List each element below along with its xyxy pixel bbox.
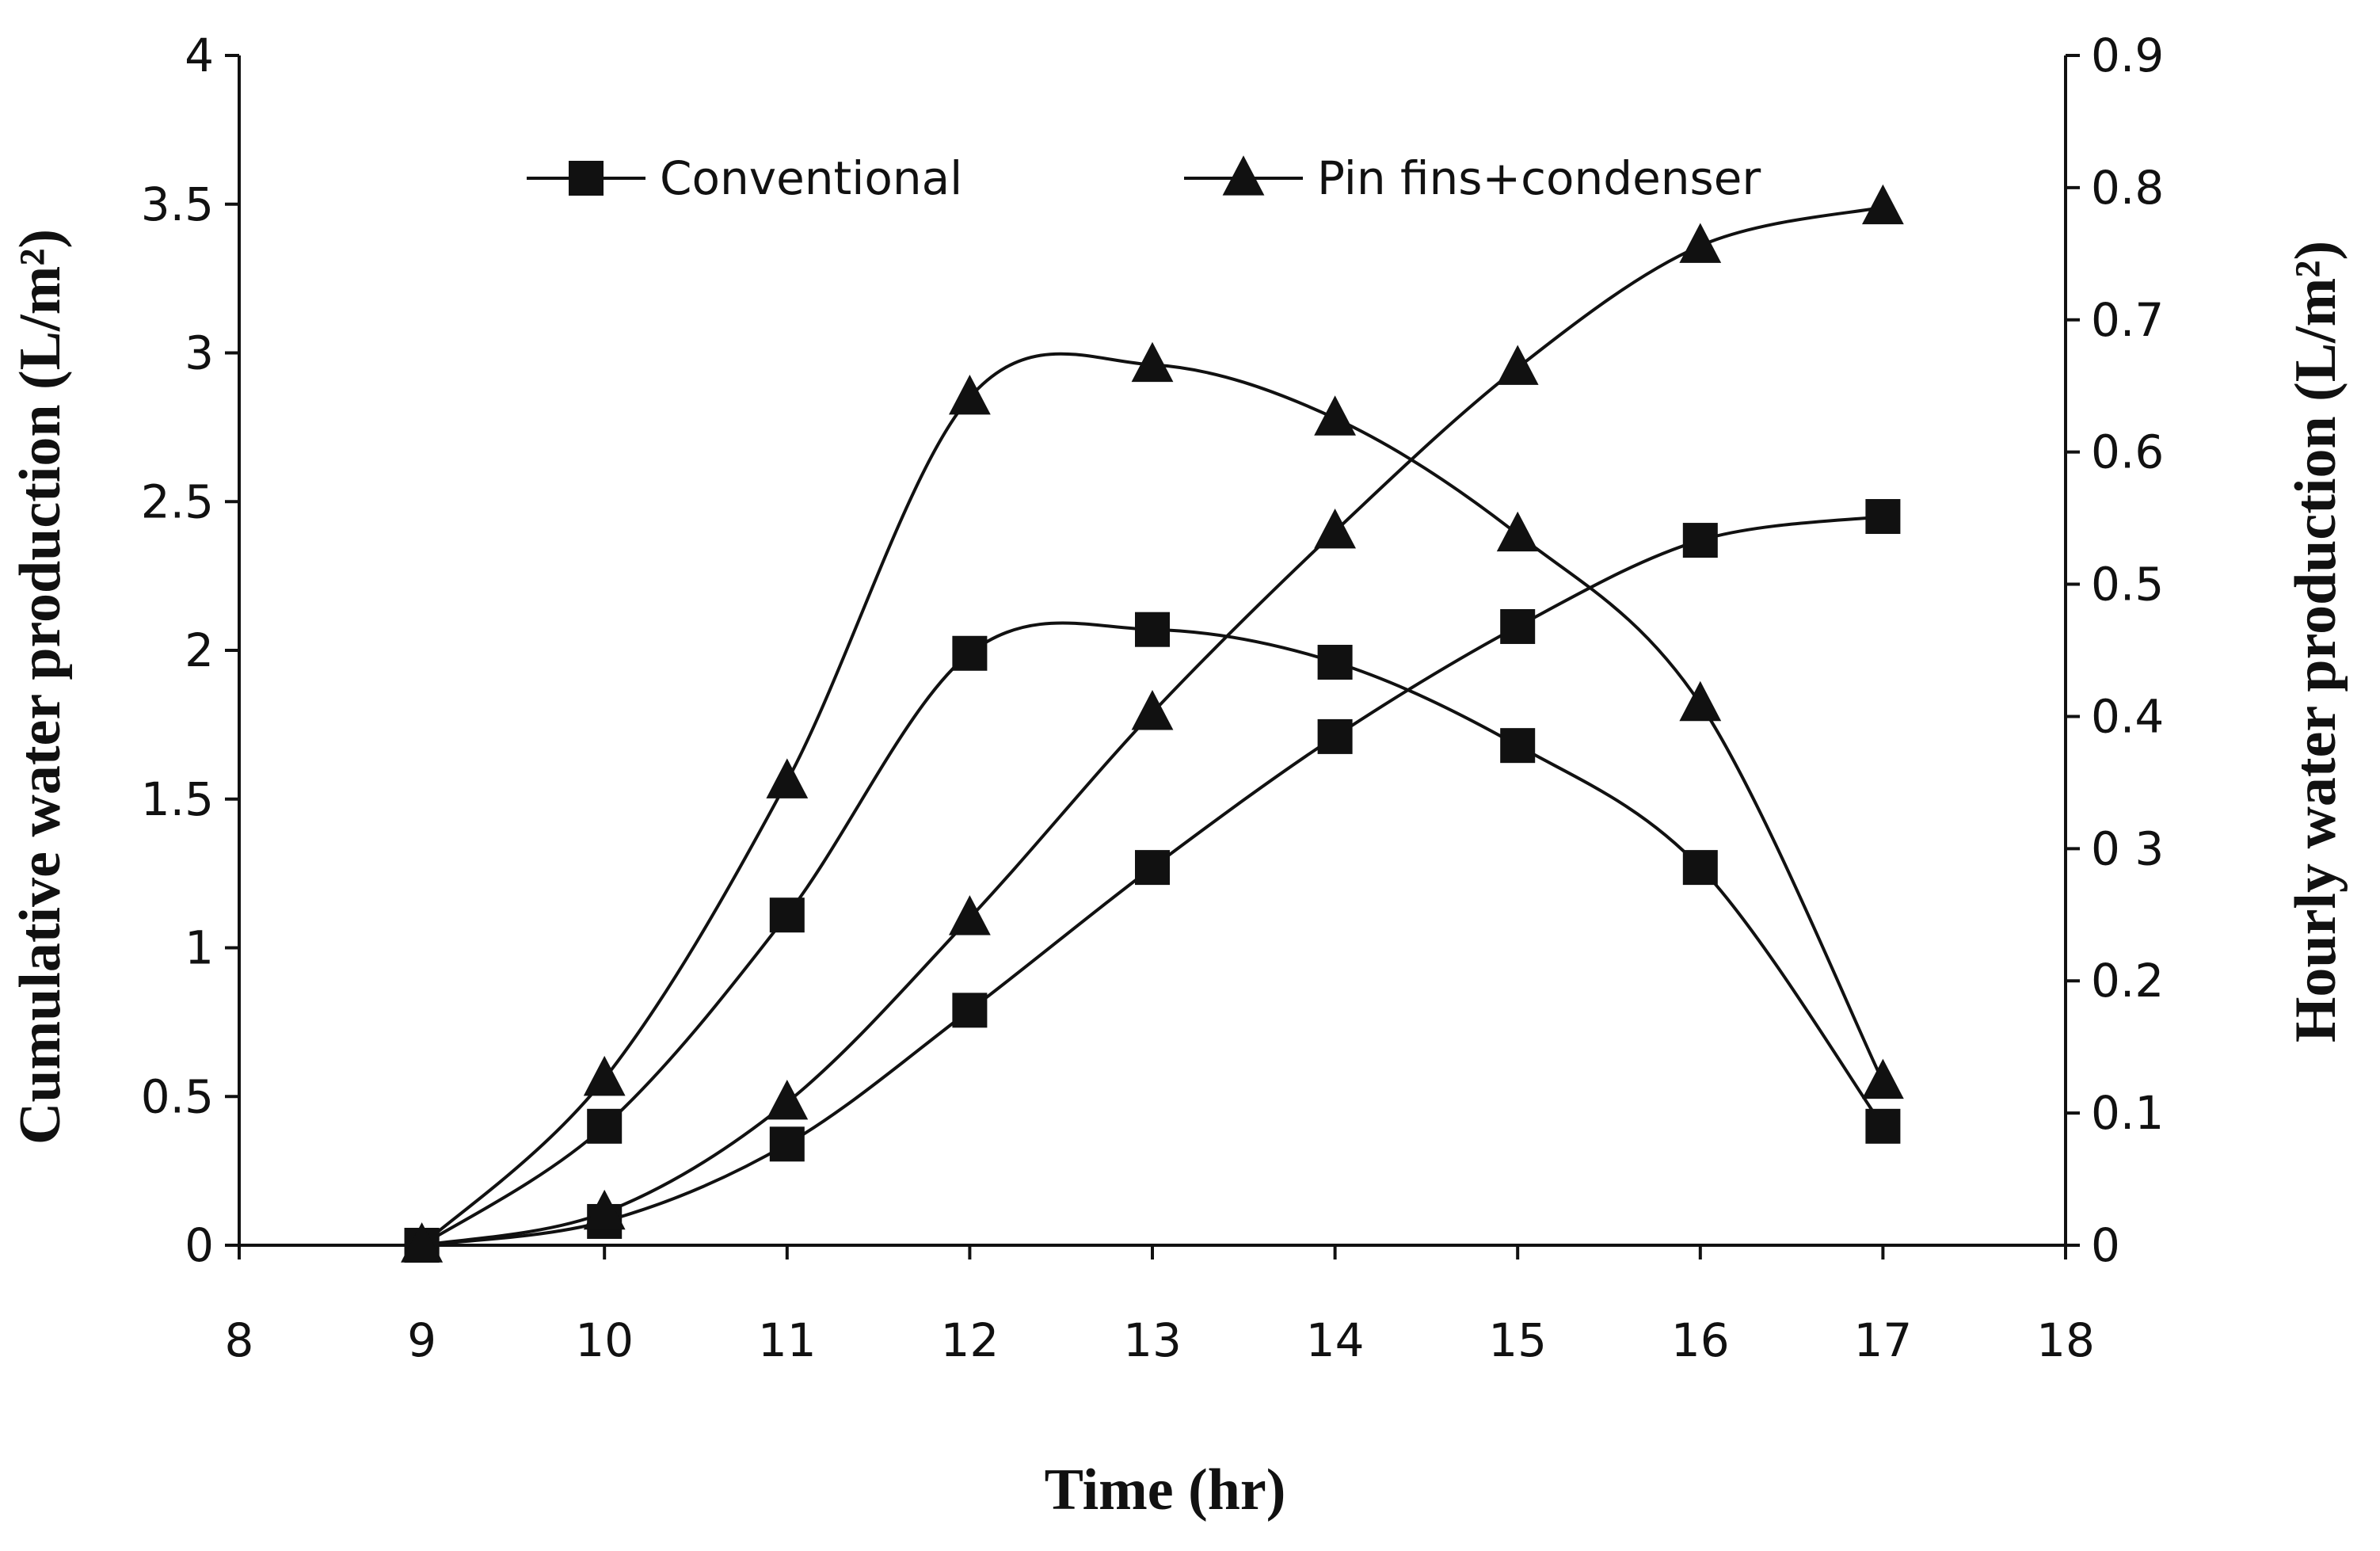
y-right-tick-label: 0 3	[2091, 821, 2164, 875]
y-axis-right-title: Hourly water production (L/m²)	[2283, 241, 2348, 1042]
conventional-cumulative-point	[1500, 608, 1536, 644]
x-tick-label: 11	[758, 1313, 817, 1367]
conventional-hourly-point	[1500, 728, 1536, 764]
x-tick-label: 15	[1488, 1313, 1547, 1367]
conventional-hourly-point	[1682, 850, 1718, 886]
pin-fins-cumulative-point	[1496, 345, 1539, 385]
y-right-tick-label: 0.1	[2091, 1086, 2164, 1140]
x-tick-label: 10	[575, 1313, 634, 1367]
pin-fins-hourly-point	[1679, 680, 1722, 722]
conventional-hourly-point	[952, 635, 988, 671]
y-left-tick-label: 0.5	[141, 1069, 214, 1123]
y-right-tick-label: 0	[2091, 1218, 2120, 1272]
y-right-tick-label: 0.7	[2091, 293, 2164, 347]
pin-fins-cumulative-point	[1679, 223, 1722, 263]
pin-fins-cumulative-point	[1314, 509, 1356, 549]
legend-pin-fins-marker	[1222, 155, 1265, 196]
axes: 8 9 10 11 12 13 14 15 16 17 18 0 0.5 1 1.5 2 2.5 3 3.5 4 0 0.…	[141, 29, 2165, 1367]
y-right-tick-label: 0.8	[2091, 161, 2164, 215]
x-tick-label: 18	[2036, 1313, 2095, 1367]
pin-fins-hourly-point	[1314, 395, 1356, 436]
markers-group	[401, 184, 1904, 1263]
pin-fins-cumulative-point	[1131, 690, 1174, 730]
y-right-tick-label: 0.9	[2091, 29, 2164, 82]
x-tick-label: 17	[1853, 1313, 1912, 1367]
y-right-tick-label: 0.2	[2091, 954, 2164, 1008]
x-tick-label: 9	[407, 1313, 436, 1367]
pin-fins-cumulative-point	[949, 895, 991, 936]
x-tick-label: 8	[225, 1313, 254, 1367]
pin-fins-hourly-point	[583, 1055, 626, 1096]
y-left-tick-label: 3	[185, 326, 214, 380]
y-left-tick-label: 2.5	[141, 474, 214, 528]
y-left-tick-label: 2	[185, 623, 214, 677]
y-left-tick-label: 4	[185, 29, 214, 82]
pin-fins-hourly-line	[421, 352, 1885, 1247]
conventional-cumulative-point	[1865, 499, 1901, 535]
pin-fins-hourly-point	[1862, 1058, 1904, 1099]
x-tick-label: 12	[940, 1313, 999, 1367]
legend-pin-fins-label: Pin fins+condenser	[1317, 151, 1761, 205]
pin-fins-hourly-point	[766, 758, 809, 798]
conventional-hourly-point	[1865, 1108, 1901, 1144]
y-left-tick-label: 3.5	[141, 177, 214, 231]
pin-fins-cumulative-point	[1862, 184, 1904, 225]
conventional-hourly-point	[587, 1108, 623, 1144]
y-left-tick-label: 1	[185, 921, 214, 975]
conventional-cumulative-point	[1317, 718, 1353, 754]
x-axis-title: Time (hr)	[1045, 1458, 1286, 1522]
y-left-tick-label: 1.5	[141, 772, 214, 826]
y-right-tick-label: 0.5	[2091, 558, 2164, 612]
conventional-cumulative-point	[769, 1126, 805, 1162]
x-tick-label: 13	[1123, 1313, 1182, 1367]
pin-fins-hourly-point	[401, 1222, 443, 1263]
conventional-cumulative-point	[1135, 850, 1170, 886]
y-left-tick-label: 0	[185, 1218, 214, 1272]
x-tick-label: 14	[1306, 1313, 1365, 1367]
y-right-tick-label: 0.6	[2091, 425, 2164, 479]
y-right-tick-label: 0.4	[2091, 689, 2164, 743]
legend-conventional-marker	[569, 161, 604, 196]
x-tick-label: 16	[1671, 1313, 1730, 1367]
conventional-cumulative-point	[952, 993, 988, 1028]
conventional-cumulative-point	[1682, 523, 1718, 558]
pin-fins-hourly-point	[1131, 341, 1174, 383]
conventional-hourly-point	[1317, 645, 1353, 680]
pin-fins-hourly-point	[949, 375, 991, 415]
conventional-hourly-point	[1135, 612, 1170, 647]
legend: Conventional Pin fins+condenser	[527, 151, 1761, 205]
legend-conventional-label: Conventional	[660, 151, 962, 205]
pin-fins-cumulative-point	[766, 1079, 809, 1120]
y-axis-left-title: Cumulative water production (L/m²)	[8, 229, 73, 1145]
pin-fins-hourly-point	[1496, 511, 1539, 552]
pin-fins-cumulative-point	[583, 1189, 626, 1230]
conventional-hourly-point	[769, 897, 805, 933]
